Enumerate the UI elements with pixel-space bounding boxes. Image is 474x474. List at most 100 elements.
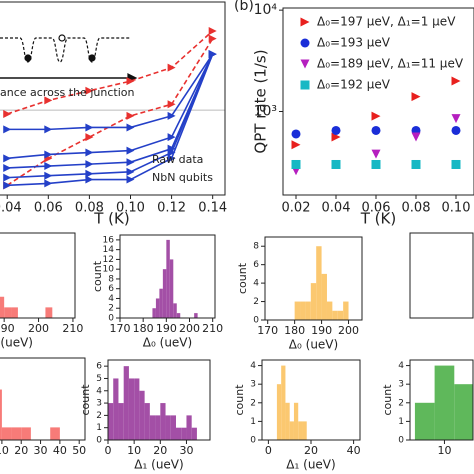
x-tick-label: 0.06 — [362, 201, 391, 216]
x-tick-label: 0.06 — [34, 201, 63, 216]
marker — [44, 150, 53, 159]
x-tick-label: 10 — [437, 444, 451, 457]
marker — [126, 146, 135, 155]
x-tick-label: 180 — [284, 324, 305, 337]
marker — [44, 96, 53, 105]
y-tick-label: 16 — [103, 235, 115, 245]
bar — [118, 403, 124, 440]
marker — [371, 125, 381, 135]
y-tick-label: 1 — [398, 417, 404, 427]
annotation: Raw data — [152, 153, 203, 166]
y-tick-label: 1 — [250, 417, 256, 427]
series-line — [7, 53, 214, 169]
y-axis-label: count — [79, 384, 92, 416]
bar — [166, 239, 170, 318]
x-tick-label: 10 — [127, 444, 141, 457]
marker — [208, 26, 217, 35]
y-tick-label: 0 — [250, 436, 256, 446]
axes-frame — [119, 234, 216, 319]
y-tick-label: 8 — [108, 274, 114, 284]
bar — [176, 427, 182, 440]
bar — [21, 427, 31, 440]
x-axis-label: Δ₀ (ueV) — [0, 336, 33, 350]
plot-area — [152, 239, 198, 318]
marker — [331, 132, 341, 142]
bar — [326, 301, 333, 320]
marker — [167, 148, 176, 157]
bar — [191, 427, 197, 440]
marker — [167, 133, 176, 142]
marker — [85, 133, 94, 142]
marker — [126, 175, 135, 184]
y-tick-label: 12 — [103, 255, 114, 265]
y-tick-label: 4 — [250, 361, 256, 371]
legend-label: Δ₀=189 μeV, Δ₁=11 μeV — [317, 57, 464, 71]
bar — [298, 421, 303, 440]
y-axis-label: QPT rate (1/s) — [252, 49, 270, 153]
series-line — [7, 53, 214, 187]
bar — [169, 259, 174, 318]
marker — [208, 34, 217, 43]
bar — [0, 296, 5, 318]
marker — [411, 92, 421, 102]
y-tick-label: 8 — [253, 242, 259, 252]
x-tick-label: 0.10 — [442, 201, 471, 216]
marker — [167, 63, 176, 72]
x-tick-label: 0.02 — [282, 201, 311, 216]
bar — [281, 365, 286, 440]
y-tick-label: 0 — [253, 316, 259, 326]
y-axis-label: count — [236, 262, 249, 294]
bar — [181, 427, 187, 440]
bar — [289, 421, 294, 440]
marker — [85, 169, 94, 178]
x-tick-label: 0 — [105, 444, 112, 457]
bar — [159, 288, 163, 318]
x-tick-label: 20 — [153, 444, 167, 457]
bar — [1, 427, 12, 440]
axes-frame — [107, 359, 211, 441]
plot-area — [276, 365, 307, 440]
marker — [208, 50, 217, 59]
y-tick-label: 6 — [96, 362, 102, 372]
bar — [113, 378, 119, 440]
bar — [139, 390, 145, 440]
y-axis-label: count — [381, 384, 394, 416]
bar — [434, 365, 455, 440]
x-axis-label: T (K) — [93, 210, 129, 228]
marker — [167, 154, 176, 163]
x-tick-label: 0 — [265, 444, 272, 457]
y-tick-label: 2 — [108, 304, 114, 314]
marker — [85, 148, 94, 157]
y-tick-label: 14 — [103, 245, 115, 255]
marker — [3, 163, 12, 172]
x-tick-label: 190 — [311, 324, 332, 337]
bar — [160, 403, 166, 440]
plot-area — [414, 365, 473, 440]
y-tick-label: 2 — [398, 398, 404, 408]
marker — [3, 154, 12, 163]
series-line — [6, 38, 214, 187]
x-tick-label: 170 — [110, 322, 131, 335]
marker — [126, 167, 135, 176]
marker — [371, 149, 381, 159]
series-line — [7, 53, 214, 179]
marker — [451, 76, 461, 86]
axes-frame — [409, 359, 474, 441]
bar — [276, 384, 282, 440]
marker — [371, 159, 381, 169]
bar — [186, 415, 192, 440]
bar — [134, 378, 140, 440]
axes-frame — [282, 7, 474, 196]
marker — [331, 125, 341, 135]
marker — [44, 125, 53, 134]
bar — [149, 415, 156, 440]
y-tick-label: 10 — [103, 265, 115, 275]
x-axis-label: Δ₀ (ueV) — [289, 338, 338, 352]
legend-marker — [300, 17, 310, 27]
marker — [411, 132, 421, 142]
y-tick-label: 4 — [398, 361, 404, 371]
bar — [293, 402, 299, 440]
marker — [331, 159, 341, 169]
x-tick-label: 0.08 — [75, 201, 104, 216]
x-tick-label: 0.08 — [402, 201, 431, 216]
